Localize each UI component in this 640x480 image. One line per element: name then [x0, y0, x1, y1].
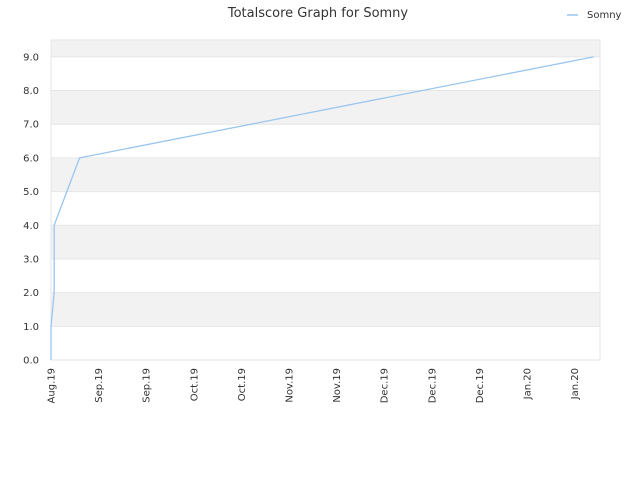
y-tick-label: 9.0 — [23, 52, 39, 63]
x-tick-label: Sep.19 — [94, 368, 105, 403]
grid-band — [51, 225, 600, 259]
x-tick-label: Dec.19 — [427, 368, 438, 403]
y-tick-label: 7.0 — [23, 120, 39, 131]
grid-band — [51, 90, 600, 125]
grid-bands — [51, 40, 600, 327]
x-tick-label: Sep.19 — [142, 368, 153, 403]
y-tick-label: 5.0 — [23, 187, 39, 198]
x-tick-label: Oct.19 — [237, 368, 248, 401]
y-tick-label: 8.0 — [23, 86, 39, 97]
x-tick-label: Nov.19 — [285, 368, 296, 403]
legend-label-somny: Somny — [587, 10, 622, 21]
x-axis: Aug.19 Sep.19 Sep.19 Oct.19 Oct.19 Nov.19 Nov.… — [47, 368, 582, 403]
x-tick-label: Dec.19 — [475, 368, 486, 403]
x-tick-label: Jan.20 — [570, 368, 581, 400]
y-tick-label: 4.0 — [23, 221, 39, 232]
grid-band — [51, 157, 600, 192]
x-tick-label: Oct.19 — [189, 368, 200, 401]
y-tick-label: 2.0 — [23, 288, 39, 299]
y-axis: 0.0 1.0 2.0 3.0 4.0 5.0 6.0 7.0 8.0 9.0 — [23, 52, 39, 366]
y-tick-label: 1.0 — [23, 322, 39, 333]
x-tick-label: Dec.19 — [380, 368, 391, 403]
series-layer — [50, 56, 594, 360]
series-line-somny — [50, 56, 594, 360]
chart-title: Totalscore Graph for Somny — [227, 6, 409, 21]
y-tick-label: 6.0 — [23, 153, 39, 164]
grid-band — [51, 40, 600, 57]
x-tick-label: Jan.20 — [523, 368, 534, 400]
x-tick-label: Nov.19 — [332, 368, 343, 403]
y-tick-label: 0.0 — [23, 356, 39, 367]
grid-band — [51, 292, 600, 327]
legend: Somny — [567, 10, 622, 21]
y-tick-label: 3.0 — [23, 254, 39, 265]
plot-area-border — [50, 39, 601, 361]
x-tick-label: Aug.19 — [47, 368, 58, 403]
